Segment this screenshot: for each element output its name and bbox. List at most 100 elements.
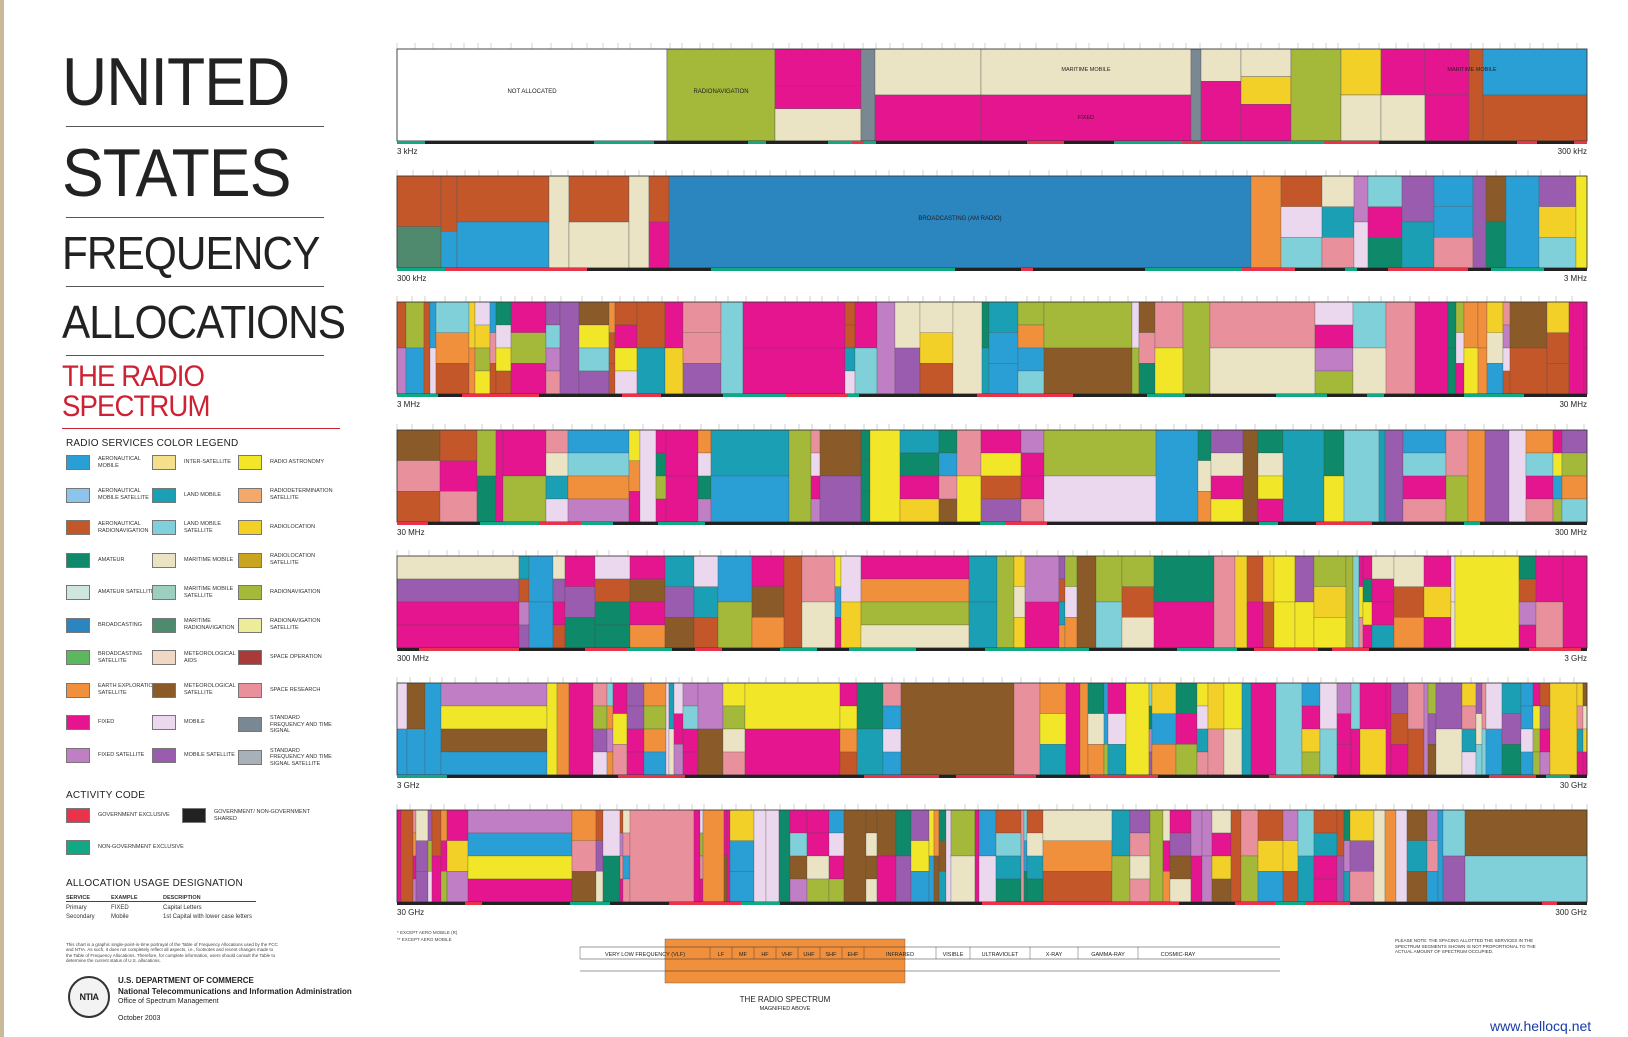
band-block bbox=[682, 728, 699, 753]
band-block bbox=[995, 809, 1022, 834]
band-block bbox=[1210, 475, 1244, 500]
activity-strip bbox=[1435, 648, 1482, 651]
legend-swatch bbox=[152, 650, 176, 665]
band-block bbox=[1043, 301, 1133, 349]
band-block bbox=[489, 332, 497, 364]
activity-strip bbox=[425, 141, 479, 144]
row-end-label: 300 kHz bbox=[1558, 147, 1587, 156]
band-block bbox=[860, 429, 871, 461]
title-subtitle: THE RADIO SPECTRUM bbox=[62, 360, 210, 423]
activity-strip bbox=[1179, 902, 1235, 905]
activity-strip bbox=[1464, 394, 1524, 397]
band-block bbox=[1349, 809, 1375, 841]
activity-swatch bbox=[182, 808, 206, 823]
activity-strip bbox=[985, 648, 1038, 651]
band-block bbox=[839, 751, 858, 776]
legend-swatch bbox=[66, 552, 90, 568]
activity-strip bbox=[893, 902, 956, 905]
activity-strip bbox=[1539, 522, 1587, 525]
legend-item: RADIONAVIGATION SATELLITE bbox=[238, 617, 332, 633]
band-block bbox=[1423, 586, 1452, 618]
band-block bbox=[717, 555, 753, 603]
band-block bbox=[1482, 48, 1588, 96]
activity-strip bbox=[1158, 775, 1199, 778]
band-block bbox=[1576, 751, 1584, 776]
chart-title: UNITED STATES FREQUENCY ALLOCATIONS THE … bbox=[62, 48, 346, 429]
band-block bbox=[869, 429, 901, 523]
band-block bbox=[978, 809, 997, 857]
activity-strip bbox=[836, 268, 889, 271]
band-block bbox=[1131, 301, 1140, 349]
activity-strip bbox=[1259, 522, 1278, 525]
band-block bbox=[1402, 498, 1447, 523]
band-block bbox=[1190, 855, 1203, 903]
legend-title: RADIO SERVICES COLOR LEGEND bbox=[66, 438, 239, 449]
band-block bbox=[552, 555, 566, 580]
band-block bbox=[1485, 221, 1507, 269]
band-block bbox=[1373, 809, 1386, 903]
activity-strip bbox=[980, 522, 1005, 525]
band-block bbox=[396, 460, 441, 492]
band-block bbox=[1340, 94, 1382, 142]
band-block bbox=[778, 809, 791, 903]
band-block bbox=[874, 48, 982, 96]
band-block bbox=[412, 855, 417, 880]
band-block bbox=[1058, 578, 1066, 603]
band-block bbox=[899, 429, 940, 454]
band-block bbox=[882, 751, 902, 776]
band-block bbox=[996, 555, 1015, 649]
band-block bbox=[1211, 809, 1232, 834]
band-block bbox=[567, 475, 630, 500]
band-block bbox=[1538, 237, 1577, 269]
band-block bbox=[910, 809, 930, 841]
band-block bbox=[1240, 48, 1292, 77]
band-block bbox=[1020, 452, 1045, 477]
band-block bbox=[636, 347, 666, 395]
activity-strip bbox=[955, 268, 1021, 271]
band-block bbox=[1280, 237, 1323, 269]
band-block bbox=[622, 878, 631, 903]
band-block bbox=[844, 324, 856, 349]
band-block bbox=[495, 301, 512, 326]
band-block bbox=[1280, 175, 1323, 207]
band-block bbox=[545, 429, 569, 454]
band-block bbox=[981, 347, 990, 395]
usage-cell: Primary bbox=[66, 905, 87, 911]
band-block bbox=[682, 705, 699, 730]
band-block bbox=[629, 624, 666, 649]
activity-strip bbox=[1061, 902, 1128, 905]
band-block bbox=[1148, 705, 1153, 730]
band-block bbox=[1013, 682, 1041, 776]
band-block bbox=[629, 555, 666, 580]
activity-strip bbox=[1047, 522, 1063, 525]
band-block bbox=[980, 452, 1022, 477]
band-block bbox=[1210, 429, 1244, 454]
band-block bbox=[1445, 475, 1469, 523]
band-block bbox=[774, 85, 862, 110]
band-block bbox=[1223, 728, 1243, 776]
band-block bbox=[995, 832, 1022, 857]
band-block bbox=[1280, 206, 1323, 238]
band-block bbox=[545, 475, 569, 500]
activity-strip bbox=[1529, 648, 1581, 651]
band-block bbox=[628, 429, 641, 461]
activity-strip bbox=[468, 648, 519, 651]
activity-strip bbox=[1177, 648, 1237, 651]
band-block bbox=[819, 429, 862, 477]
band-block bbox=[1518, 555, 1537, 580]
activity-strip bbox=[585, 648, 627, 651]
legend-swatch bbox=[66, 682, 90, 698]
legend-item: AMATEUR bbox=[66, 552, 160, 568]
band-block bbox=[1242, 429, 1259, 523]
usage-header-row: SERVICE EXAMPLE DESCRIPTION bbox=[66, 895, 256, 902]
legend-item: RADIO ASTRONOMY bbox=[238, 455, 332, 470]
ntia-seal-icon: NTIA bbox=[68, 976, 110, 1018]
band-block bbox=[595, 840, 604, 872]
band-block bbox=[1313, 855, 1338, 880]
activity-strip bbox=[1237, 648, 1254, 651]
band-block bbox=[729, 809, 755, 841]
band-block bbox=[1402, 429, 1447, 454]
band-block bbox=[1435, 728, 1463, 776]
band-block bbox=[1257, 429, 1284, 454]
activity-strip bbox=[1278, 522, 1316, 525]
